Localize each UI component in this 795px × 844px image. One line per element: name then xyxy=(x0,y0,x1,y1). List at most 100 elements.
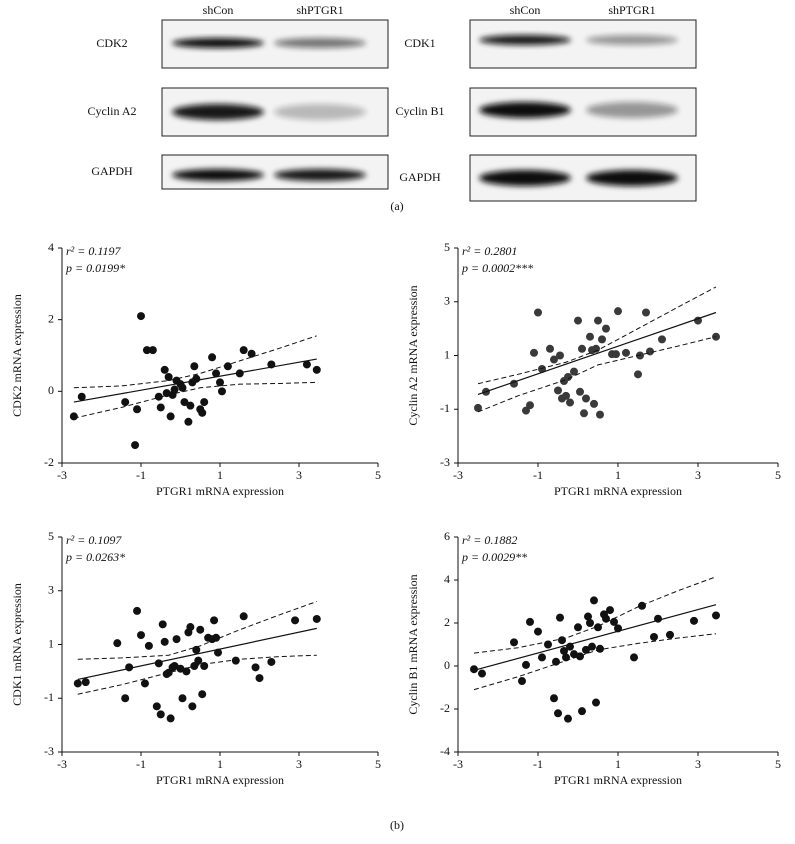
point xyxy=(192,374,201,383)
lane-label: shPTGR1 xyxy=(296,3,343,17)
x-axis-label: PTGR1 mRNA expression xyxy=(554,773,682,787)
x-tick-label: 3 xyxy=(695,468,701,482)
y-tick-label: -2 xyxy=(44,455,54,469)
point xyxy=(556,351,564,360)
annotation: p = 0.0263* xyxy=(65,550,125,564)
confidence-band xyxy=(477,286,717,385)
blot-band xyxy=(172,169,264,181)
lane-label: shPTGR1 xyxy=(608,3,655,17)
point xyxy=(140,679,149,688)
point xyxy=(574,316,582,325)
point xyxy=(526,617,534,626)
x-tick-label: -1 xyxy=(136,468,146,482)
x-tick-label: 5 xyxy=(775,757,781,771)
point xyxy=(566,398,574,407)
y-tick-label: -4 xyxy=(440,744,450,758)
point xyxy=(178,383,187,392)
point xyxy=(582,394,590,403)
annotation: r² = 0.1097 xyxy=(66,533,122,547)
point xyxy=(602,614,610,623)
x-tick-label: -3 xyxy=(453,757,463,771)
blot-band xyxy=(479,102,571,118)
point xyxy=(622,348,630,357)
y-tick-label: 1 xyxy=(48,636,54,650)
confidence-band xyxy=(473,633,717,691)
point xyxy=(156,710,165,719)
confidence-band xyxy=(77,601,317,660)
x-tick-label: 1 xyxy=(615,468,621,482)
point xyxy=(160,637,169,646)
x-axis-label: PTGR1 mRNA expression xyxy=(156,773,284,787)
point xyxy=(518,677,526,686)
blot-band xyxy=(172,104,264,120)
point xyxy=(560,646,568,655)
point xyxy=(121,694,130,703)
blot-row-label: GAPDH xyxy=(91,164,133,178)
x-tick-label: 3 xyxy=(296,757,302,771)
point xyxy=(166,412,175,421)
y-axis-label: CDK1 mRNA expression xyxy=(10,583,24,706)
x-tick-label: -3 xyxy=(453,468,463,482)
annotation: p = 0.0029** xyxy=(461,550,527,564)
y-tick-label: 1 xyxy=(444,347,450,361)
point xyxy=(186,623,195,632)
point xyxy=(178,694,187,703)
blot-row-label: Cyclin B1 xyxy=(395,104,444,118)
point xyxy=(172,635,181,644)
y-tick-label: 2 xyxy=(444,615,450,629)
point xyxy=(530,348,538,357)
point xyxy=(590,596,598,605)
y-tick-label: 4 xyxy=(48,240,54,254)
x-axis-label: PTGR1 mRNA expression xyxy=(156,484,284,498)
point xyxy=(160,365,169,374)
point xyxy=(642,308,650,317)
point xyxy=(582,645,590,654)
point xyxy=(194,656,203,665)
point xyxy=(612,350,620,359)
point xyxy=(562,391,570,400)
y-tick-label: 5 xyxy=(444,240,450,254)
point xyxy=(592,698,600,707)
point xyxy=(166,714,175,723)
y-tick-label: 0 xyxy=(48,383,54,397)
point xyxy=(578,707,586,716)
point xyxy=(550,355,558,364)
lane-label: shCon xyxy=(203,3,234,17)
point xyxy=(562,653,570,662)
blot-row-label: CDK2 xyxy=(96,36,127,50)
point xyxy=(614,307,622,316)
point xyxy=(302,360,311,369)
y-tick-label: -1 xyxy=(44,690,54,704)
point xyxy=(137,312,145,321)
blot-row-label: Cyclin A2 xyxy=(87,104,136,118)
point xyxy=(522,660,530,669)
blot-row-label: GAPDH xyxy=(399,170,441,184)
point xyxy=(144,641,153,650)
point xyxy=(133,405,142,414)
point xyxy=(564,373,572,381)
x-tick-label: 5 xyxy=(775,468,781,482)
point xyxy=(588,642,596,651)
point xyxy=(574,623,582,632)
confidence-band xyxy=(477,336,717,413)
annotation: r² = 0.1197 xyxy=(66,244,121,258)
point xyxy=(200,662,209,670)
point xyxy=(550,694,558,703)
point xyxy=(81,678,90,687)
point xyxy=(216,378,224,387)
point xyxy=(610,617,618,626)
point xyxy=(474,403,482,412)
blot-band xyxy=(586,102,678,118)
point xyxy=(576,387,584,396)
blot-band xyxy=(274,104,366,120)
point xyxy=(596,644,604,653)
point xyxy=(638,601,646,610)
point xyxy=(578,344,586,353)
point xyxy=(231,656,240,665)
point xyxy=(592,344,600,353)
point xyxy=(630,653,638,662)
point xyxy=(470,665,478,674)
point xyxy=(77,392,86,401)
point xyxy=(148,346,157,355)
point xyxy=(291,616,300,625)
